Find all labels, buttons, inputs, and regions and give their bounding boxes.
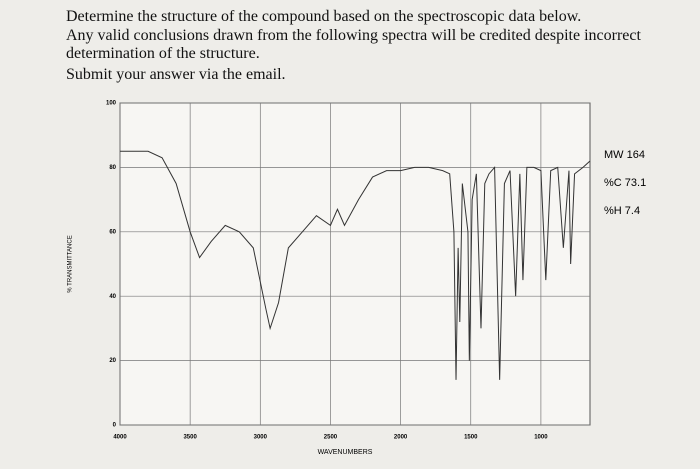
x-tick-label: 2000 — [394, 435, 408, 441]
x-tick-label: 4000 — [113, 435, 127, 441]
question-line: Any valid conclusions drawn from the fol… — [66, 27, 641, 44]
y-tick-label: 60 — [109, 229, 116, 235]
x-tick-label: 1500 — [464, 435, 478, 441]
y-tick-label: 100 — [106, 101, 117, 107]
question-line: determination of the structure. — [66, 45, 260, 62]
y-tick-label: 20 — [109, 358, 116, 364]
x-tick-label: 3500 — [183, 435, 197, 441]
spectrum-line — [120, 150, 591, 380]
y-tick-label: 40 — [109, 294, 116, 300]
plot-area — [119, 102, 591, 426]
x-tick-label: 2500 — [324, 435, 338, 441]
x-axis-label: WAVENUMBERS — [318, 449, 373, 456]
question-line: Submit your answer via the email. — [66, 66, 286, 83]
note: %C 73.1 — [604, 177, 646, 189]
note: %H 7.4 — [604, 205, 640, 217]
question-line: Determine the structure of the compound … — [66, 8, 582, 25]
y-tick-label: 0 — [113, 423, 117, 429]
y-tick-label: 80 — [109, 165, 116, 171]
x-tick-label: 1000 — [534, 435, 548, 441]
x-tick-label: 3000 — [254, 435, 268, 441]
note: MW 164 — [604, 149, 645, 161]
y-axis-label: % TRANSMITTANCE — [68, 235, 74, 292]
